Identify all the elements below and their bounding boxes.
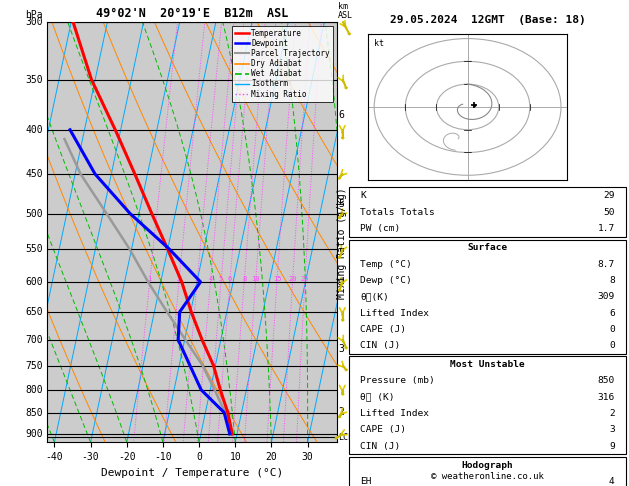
Text: Most Unstable: Most Unstable — [450, 360, 525, 369]
Text: 4: 4 — [208, 276, 213, 282]
Text: Dewp (°C): Dewp (°C) — [360, 276, 412, 285]
Text: 8.7: 8.7 — [598, 260, 615, 269]
Text: kt: kt — [374, 38, 384, 48]
Text: 4: 4 — [609, 477, 615, 486]
Text: 700: 700 — [25, 335, 43, 345]
Text: 3: 3 — [195, 276, 199, 282]
Text: 6: 6 — [609, 309, 615, 317]
Text: 8: 8 — [609, 276, 615, 285]
Text: 850: 850 — [598, 376, 615, 385]
Text: 350: 350 — [25, 75, 43, 85]
Text: 316: 316 — [598, 393, 615, 401]
Text: 650: 650 — [25, 307, 43, 317]
Text: 500: 500 — [25, 208, 43, 219]
Text: EH: EH — [360, 477, 372, 486]
Text: 6: 6 — [338, 110, 344, 121]
Text: 0: 0 — [609, 341, 615, 350]
Text: hPa: hPa — [25, 10, 43, 20]
Text: 2: 2 — [177, 276, 181, 282]
Text: 1.7: 1.7 — [598, 225, 615, 233]
Text: 49°02'N  20°19'E  B12m  ASL: 49°02'N 20°19'E B12m ASL — [96, 7, 288, 20]
Text: LCL: LCL — [338, 433, 353, 442]
Text: 600: 600 — [25, 277, 43, 287]
Text: θᴄ(K): θᴄ(K) — [360, 292, 389, 301]
Text: 400: 400 — [25, 125, 43, 135]
Text: 6: 6 — [228, 276, 232, 282]
Text: K: K — [360, 191, 366, 200]
Text: Pressure (mb): Pressure (mb) — [360, 376, 435, 385]
Text: 2: 2 — [609, 409, 615, 418]
Text: 9: 9 — [609, 442, 615, 451]
Text: 20: 20 — [288, 276, 297, 282]
Text: 10: 10 — [252, 276, 260, 282]
Text: 900: 900 — [25, 429, 43, 439]
Text: Temp (°C): Temp (°C) — [360, 260, 412, 269]
Text: Hodograph: Hodograph — [462, 461, 513, 469]
Text: 2: 2 — [338, 407, 344, 417]
Text: 550: 550 — [25, 244, 43, 254]
Text: 8: 8 — [242, 276, 247, 282]
Text: 25: 25 — [301, 276, 309, 282]
Text: 0: 0 — [609, 325, 615, 334]
Text: km
ASL: km ASL — [338, 2, 353, 20]
Text: Lifted Index: Lifted Index — [360, 409, 429, 418]
X-axis label: Dewpoint / Temperature (°C): Dewpoint / Temperature (°C) — [101, 468, 283, 478]
Text: 15: 15 — [273, 276, 281, 282]
Text: CIN (J): CIN (J) — [360, 341, 401, 350]
Text: 50: 50 — [603, 208, 615, 217]
Legend: Temperature, Dewpoint, Parcel Trajectory, Dry Adiabat, Wet Adiabat, Isotherm, Mi: Temperature, Dewpoint, Parcel Trajectory… — [232, 26, 333, 102]
Text: 3: 3 — [338, 344, 344, 354]
Text: 29: 29 — [603, 191, 615, 200]
Text: θᴄ (K): θᴄ (K) — [360, 393, 394, 401]
Text: 4: 4 — [338, 277, 344, 287]
Text: 5: 5 — [219, 276, 223, 282]
Text: 3: 3 — [609, 425, 615, 434]
Text: CAPE (J): CAPE (J) — [360, 325, 406, 334]
Text: 450: 450 — [25, 169, 43, 179]
Text: CIN (J): CIN (J) — [360, 442, 401, 451]
Text: Mixing Ratio (g/kg): Mixing Ratio (g/kg) — [337, 187, 347, 299]
Text: © weatheronline.co.uk: © weatheronline.co.uk — [431, 472, 544, 481]
Text: Totals Totals: Totals Totals — [360, 208, 435, 217]
Text: 300: 300 — [25, 17, 43, 27]
Text: 309: 309 — [598, 292, 615, 301]
Text: CAPE (J): CAPE (J) — [360, 425, 406, 434]
Text: Surface: Surface — [467, 243, 508, 252]
Text: Lifted Index: Lifted Index — [360, 309, 429, 317]
Text: 850: 850 — [25, 408, 43, 417]
Text: 800: 800 — [25, 385, 43, 395]
Text: 1: 1 — [148, 276, 152, 282]
Text: PW (cm): PW (cm) — [360, 225, 401, 233]
Text: 750: 750 — [25, 361, 43, 371]
Text: 29.05.2024  12GMT  (Base: 18): 29.05.2024 12GMT (Base: 18) — [389, 15, 586, 25]
Text: 5: 5 — [338, 199, 344, 209]
